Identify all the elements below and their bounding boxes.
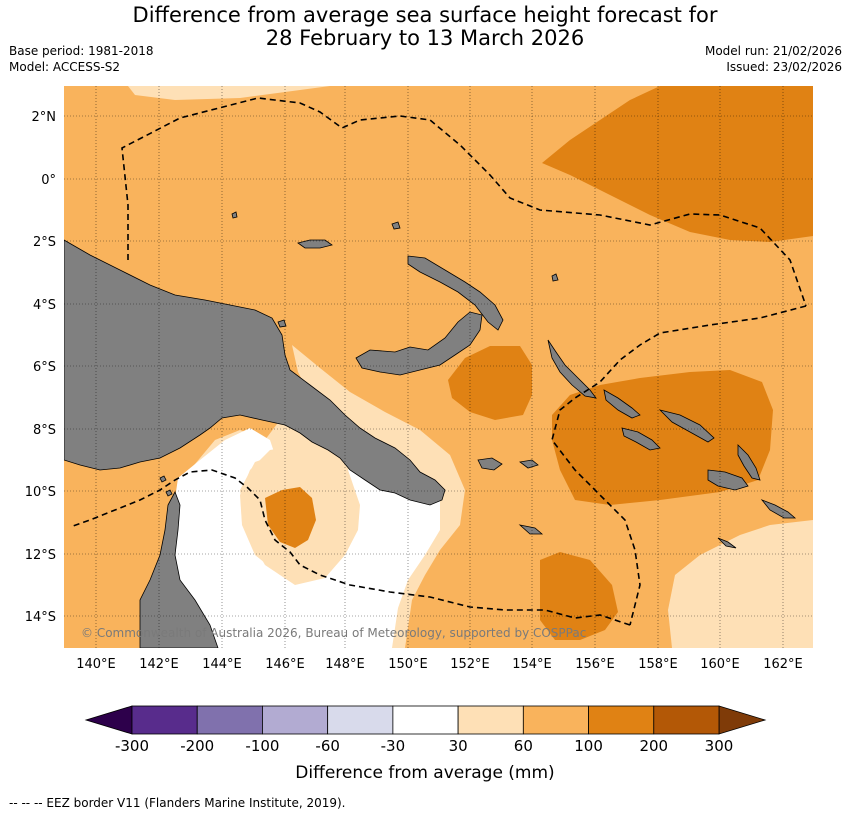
lon-label: 148°E [325,657,365,672]
lon-label: 158°E [638,657,678,672]
land-santa-isabel [658,409,715,443]
colorbar-segment [588,705,655,735]
land-manus [297,239,333,249]
colorbar-ticks: -300 -200 -100 -60 -30 30 60 100 200 300 [115,737,733,755]
lon-label: 144°E [202,657,242,672]
gridlines [64,86,813,648]
colorbar-tick-label: 30 [449,737,468,755]
lat-label: 6°S [33,360,56,375]
colorbar-segment [262,705,329,735]
eez-footnote: -- -- -- EEZ border V11 (Flanders Marine… [9,796,346,810]
land-bougainville [547,339,597,399]
colorbar-segments [131,705,720,735]
contour-30-60-north [128,86,330,100]
lon-label: 146°E [265,657,305,672]
land-dentrecasteaux [477,457,503,471]
contour-100-200-gulf [265,487,316,548]
colorbar-segment [392,705,459,735]
colorbar-segment [196,705,263,735]
lon-labels: 140°E 142°E 144°E 146°E 148°E 150°E 152°… [76,657,803,672]
colorbar-tick-label: -30 [381,737,406,755]
meta-left: Base period: 1981-2018 Model: ACCESS-S2 [9,43,154,75]
lat-label: 2°N [32,110,57,125]
land-new-guinea [64,239,446,506]
copyright-text: © Commonwealth of Australia 2026, Bureau… [81,626,586,640]
colorbar-segment [522,705,589,735]
title-line-2: 28 February to 13 March 2026 [265,26,585,50]
model-run: Model run: 21/02/2026 [704,44,842,58]
land-new-ireland [407,255,504,331]
contour-30-60-southeast [668,520,813,648]
map-area: © Commonwealth of Australia 2026, Bureau… [64,86,813,648]
colorbar-label: Difference from average (mm) [295,763,554,783]
colorbar-segment [457,705,524,735]
colorbar-tick-label: -300 [115,737,149,755]
lat-label: 10°S [25,485,56,500]
base-period: Base period: 1981-2018 [9,44,154,58]
contour-100-200-northeast [542,86,813,242]
colorbar-segment [327,705,394,735]
land-louisiade [518,524,544,535]
colorbar: -300 -200 -100 -60 -30 30 60 100 200 300 Differen… [84,705,767,783]
lat-label: 4°S [33,298,56,313]
land-new-georgia [621,427,661,451]
colorbar-tick-label: 200 [639,737,668,755]
lon-label: 140°E [76,657,116,672]
lon-label: 162°E [763,657,803,672]
land-rossel [717,537,737,549]
colorbar-tick-label: 60 [514,737,533,755]
land-guadalcanal [707,469,749,491]
lon-label: 152°E [450,657,490,672]
colorbar-tick-label: -60 [315,737,340,755]
land-woodlark [519,459,539,469]
lon-label: 156°E [575,657,615,672]
land-makira [760,499,797,519]
colorbar-tick-label: -200 [180,737,214,755]
lat-label: 2°S [33,235,56,250]
colorbar-tick-label: 300 [705,737,734,755]
model-name: Model: ACCESS-S2 [9,60,121,74]
colorbar-tick-label: -100 [245,737,279,755]
lon-label: 142°E [139,657,179,672]
eez-border-east [551,305,807,626]
lat-label: 0° [41,173,56,188]
eez-border-south [69,469,631,626]
lat-label: 12°S [25,548,56,563]
lat-label: 14°S [25,610,56,625]
land-malaita [737,444,761,481]
colorbar-low-extend [84,705,133,735]
colorbar-segment [131,705,198,735]
map-title: Difference from average sea surface heig… [0,4,850,50]
title-line-1: Difference from average sea surface heig… [132,3,718,27]
eez-border-north [121,97,807,307]
land-choiseul [603,389,641,419]
lon-label: 150°E [388,657,428,672]
lon-label: 154°E [512,657,552,672]
issued-date: Issued: 23/02/2026 [726,60,842,74]
colorbar-segment [653,705,720,735]
land-new-britain [355,311,483,376]
lat-labels: 2°N 0° 2°S 4°S 6°S 8°S 10°S 12°S 14°S [25,110,56,625]
land-small-islets [231,211,559,328]
land-cape-york [139,491,219,648]
colorbar-high-extend [718,705,767,735]
lat-label: 8°S [33,423,56,438]
contour-100-200-coral-sea [540,552,618,640]
lon-label: 160°E [700,657,740,672]
meta-right: Model run: 21/02/2026 Issued: 23/02/2026 [705,43,842,75]
colorbar-tick-label: 100 [574,737,603,755]
contour-100-200-center [448,346,532,420]
